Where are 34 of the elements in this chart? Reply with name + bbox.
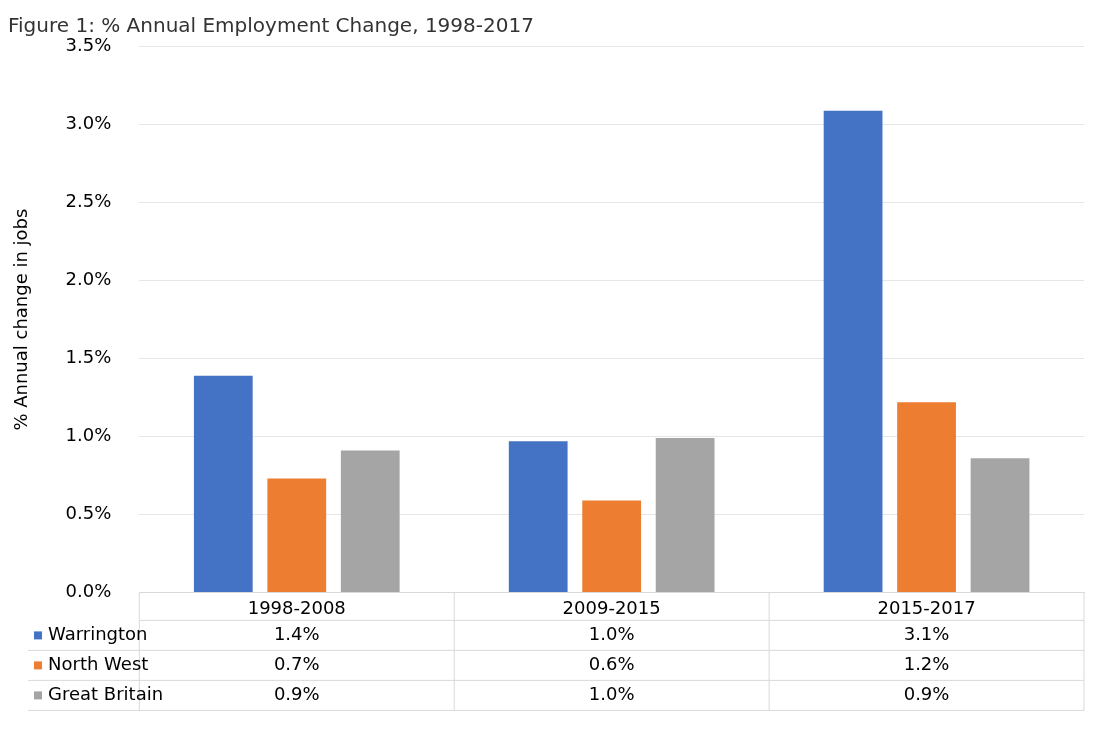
- y-tick-label: 0.5%: [65, 502, 112, 524]
- legend-label: Warrington: [48, 623, 148, 645]
- data-label: 0.6%: [588, 653, 635, 675]
- y-tick-label: 3.0%: [65, 112, 112, 134]
- data-label: 0.9%: [273, 683, 320, 705]
- x-tick-label: 2015-2017: [877, 596, 976, 618]
- y-tick-label: 2.0%: [65, 268, 112, 290]
- y-tick-label: 2.5%: [65, 190, 112, 212]
- bar: [655, 438, 715, 592]
- data-label: 0.7%: [273, 653, 320, 675]
- bar: [970, 458, 1030, 592]
- x-tick-label: 2009-2015: [562, 596, 661, 618]
- x-tick-label: 1998-2008: [247, 596, 346, 618]
- data-label: 0.9%: [903, 683, 950, 705]
- data-label: 1.4%: [273, 623, 320, 645]
- bar: [823, 110, 883, 592]
- y-tick-label: 1.5%: [65, 346, 112, 368]
- data-label: 1.0%: [588, 623, 635, 645]
- y-axis-title: % Annual change in jobs: [10, 208, 32, 431]
- y-tick-label: 0.0%: [65, 580, 112, 602]
- y-tick-label: 1.0%: [65, 424, 112, 446]
- chart-title: Figure 1: % Annual Employment Change, 1998-2017: [8, 13, 534, 37]
- bar: [267, 478, 327, 592]
- bar: [193, 375, 253, 592]
- bar: [582, 500, 642, 592]
- y-tick-label: 3.5%: [65, 34, 112, 56]
- data-label: 1.2%: [903, 653, 950, 675]
- legend-label: North West: [48, 653, 149, 675]
- bar: [340, 450, 400, 592]
- bar: [508, 441, 568, 592]
- legend-label: Great Britain: [48, 683, 164, 705]
- data-label: 1.0%: [588, 683, 635, 705]
- bar: [897, 402, 956, 592]
- data-label: 3.1%: [903, 623, 950, 645]
